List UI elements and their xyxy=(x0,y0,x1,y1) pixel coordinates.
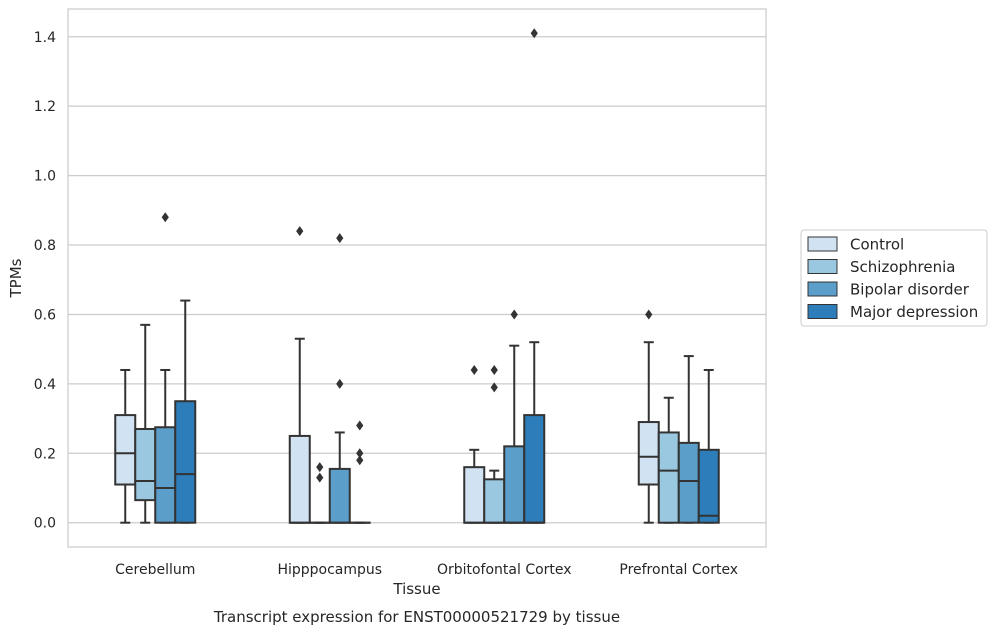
x-tick-label: Hipppocampus xyxy=(277,562,382,578)
outlier-point xyxy=(296,226,304,237)
chart-caption: Transcript expression for ENST0000052172… xyxy=(213,608,620,626)
outlier-point xyxy=(356,448,364,459)
legend-frame xyxy=(800,229,988,327)
outlier-point xyxy=(356,420,364,431)
box-body xyxy=(463,466,486,524)
box xyxy=(154,212,177,524)
legend-swatch xyxy=(807,304,838,319)
box-body xyxy=(697,448,720,524)
legend-label: Schizophrenia xyxy=(850,258,955,276)
x-axis-ticks: Cerebellum Hipppocampus Orbitofontal Corte… xyxy=(115,562,738,578)
outlier-point xyxy=(530,28,538,39)
y-tick-label: 0.4 xyxy=(34,377,56,393)
y-tick-label: 0.8 xyxy=(34,238,56,254)
box xyxy=(523,28,546,524)
outlier-point xyxy=(161,212,169,223)
y-tick-label: 1.0 xyxy=(34,169,56,185)
box-body xyxy=(154,426,177,524)
legend-label: Control xyxy=(850,236,904,254)
x-tick-label: Cerebellum xyxy=(115,562,195,578)
y-tick-label: 1.2 xyxy=(34,99,56,115)
legend-swatch xyxy=(807,259,838,274)
legend-swatch xyxy=(807,236,838,252)
y-tick-label: 0.2 xyxy=(34,446,56,462)
legend: Control Schizophrenia Bipolar disorder Majo… xyxy=(800,229,988,327)
box-body xyxy=(288,434,311,524)
y-axis-label: TPMs xyxy=(7,258,25,298)
box-body xyxy=(134,427,157,502)
box xyxy=(463,364,486,524)
box xyxy=(308,462,331,524)
box-body xyxy=(637,421,660,486)
box xyxy=(348,420,371,524)
box-body xyxy=(657,431,680,524)
box xyxy=(503,309,526,524)
box-body xyxy=(328,467,351,524)
outlier-point xyxy=(490,364,498,375)
outlier-point xyxy=(356,455,364,466)
y-tick-label: 0.0 xyxy=(34,516,56,532)
y-tick-label: 0.6 xyxy=(34,307,56,323)
box xyxy=(174,299,197,524)
box-body xyxy=(174,400,197,524)
box xyxy=(134,323,157,524)
box xyxy=(114,368,137,524)
box-body xyxy=(114,414,137,486)
box xyxy=(288,226,311,524)
box-body xyxy=(503,445,526,524)
box xyxy=(637,309,660,524)
box xyxy=(657,396,680,524)
box xyxy=(328,233,351,524)
outlier-point xyxy=(470,364,478,375)
plot-area-frame xyxy=(67,8,767,548)
box-body xyxy=(677,441,700,524)
outlier-point xyxy=(490,382,498,393)
x-tick-label: Orbitofontal Cortex xyxy=(437,562,572,578)
box xyxy=(697,368,720,524)
boxes xyxy=(114,28,720,524)
box-body xyxy=(523,414,546,524)
outlier-point xyxy=(336,378,344,389)
legend-label: Major depression xyxy=(850,303,978,321)
box xyxy=(677,355,700,524)
outlier-point xyxy=(316,472,324,483)
box-body xyxy=(483,478,506,524)
x-axis-label: Tissue xyxy=(392,580,440,598)
outlier-point xyxy=(645,309,653,320)
box xyxy=(483,364,506,524)
y-axis-ticks: 0.0 0.2 0.4 0.6 0.8 1.0 1.2 1.4 xyxy=(34,30,56,532)
legend-label: Bipolar disorder xyxy=(850,281,970,299)
legend-swatch xyxy=(807,281,838,297)
y-tick-label: 1.4 xyxy=(34,30,56,46)
outlier-point xyxy=(510,309,518,320)
x-tick-label: Prefrontal Cortex xyxy=(619,562,738,578)
outlier-point xyxy=(336,233,344,244)
outlier-point xyxy=(316,462,324,473)
